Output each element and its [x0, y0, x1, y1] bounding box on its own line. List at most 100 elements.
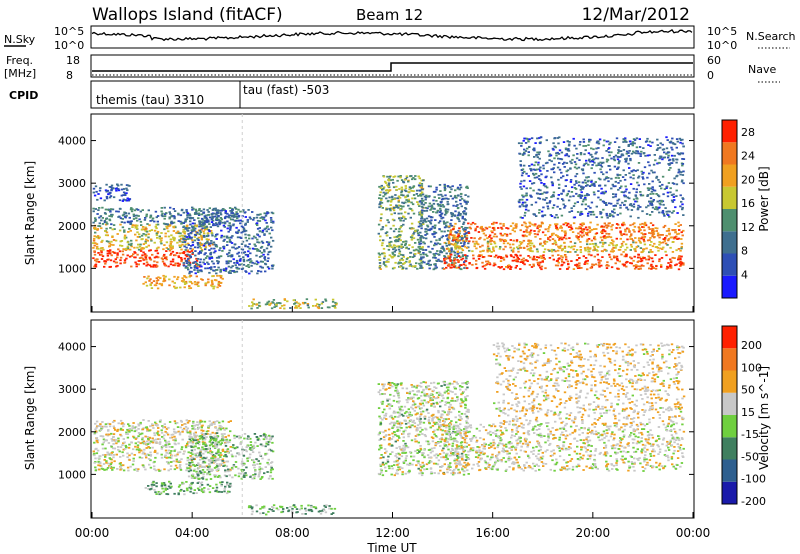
echo-cell — [227, 451, 230, 454]
echo-cell — [127, 212, 131, 215]
echo-cell — [163, 215, 167, 217]
echo-cell — [144, 281, 147, 284]
echo-cell — [549, 235, 552, 238]
echo-cell — [194, 250, 197, 252]
echo-cell — [390, 240, 393, 243]
echo-cell — [597, 177, 601, 180]
echo-cell — [680, 231, 683, 234]
echo-cell — [646, 194, 650, 196]
echo-cell — [298, 303, 302, 306]
echo-cell — [682, 182, 685, 185]
echo-cell — [209, 452, 212, 455]
echo-cell — [160, 284, 164, 287]
echo-cell — [602, 243, 605, 245]
echo-cell — [468, 262, 471, 264]
echo-cell — [213, 279, 217, 281]
echo-cell — [628, 150, 631, 152]
echo-cell — [630, 233, 633, 236]
echo-cell — [386, 191, 389, 194]
echo-cell — [120, 221, 124, 223]
echo-cell — [493, 229, 496, 231]
echo-cell — [185, 210, 188, 213]
echo-cell — [505, 255, 508, 258]
echo-cell — [682, 170, 685, 173]
echo-cell — [401, 201, 404, 204]
echo-cell — [610, 202, 613, 205]
echo-cell — [524, 150, 528, 152]
echo-cell — [612, 246, 615, 249]
echo-cell — [565, 258, 568, 261]
echo-cell — [449, 253, 453, 256]
echo-cell — [561, 260, 564, 263]
echo-cell — [229, 227, 232, 229]
echo-cell — [149, 258, 153, 261]
echo-cell — [217, 266, 220, 269]
echo-cell — [397, 255, 400, 258]
echo-cell — [152, 264, 155, 266]
echo-cell — [522, 185, 526, 188]
echo-cell — [455, 256, 458, 259]
echo-cell — [388, 208, 392, 210]
echo-cell — [649, 202, 652, 205]
echo-cell — [225, 235, 229, 238]
echo-cell — [670, 199, 674, 202]
echo-cell — [538, 137, 541, 139]
echo-cell — [554, 250, 557, 253]
echo-cell — [585, 194, 589, 197]
echo-cell — [193, 236, 196, 238]
echo-cell — [543, 243, 547, 245]
echo-cell — [460, 238, 463, 241]
echo-cell — [170, 436, 174, 439]
echo-cell — [623, 223, 626, 226]
echo-cell — [570, 226, 573, 229]
colorbar-tick-label: 24 — [741, 150, 755, 163]
echo-cell — [400, 179, 404, 181]
echo-cell — [648, 187, 652, 190]
echo-cell — [135, 227, 139, 230]
echo-cell — [573, 187, 577, 189]
echo-cell — [538, 178, 541, 180]
echo-cell — [457, 239, 460, 242]
echo-cell — [113, 419, 116, 422]
echo-cell — [573, 216, 577, 219]
echo-cell — [594, 181, 597, 183]
echo-cell — [179, 467, 182, 470]
echo-cell — [632, 150, 635, 153]
echo-cell — [578, 159, 581, 161]
echo-cell — [454, 210, 457, 213]
echo-cell — [182, 262, 185, 264]
echo-cell — [296, 306, 299, 309]
echo-cell — [495, 235, 498, 238]
echo-cell — [94, 428, 97, 431]
echo-cell — [618, 187, 622, 189]
echo-cell — [635, 200, 639, 203]
echo-cell — [144, 256, 148, 259]
echo-cell — [142, 259, 145, 261]
echo-cell — [586, 184, 589, 186]
echo-cell — [629, 262, 632, 264]
echo-cell — [271, 221, 274, 224]
echo-cell — [153, 432, 156, 434]
colorbar-segment — [722, 142, 737, 165]
echo-cell — [679, 194, 682, 197]
echo-cell — [561, 256, 564, 259]
echo-cell — [119, 456, 122, 458]
echo-cell — [208, 244, 212, 247]
echo-cell — [160, 429, 163, 432]
echo-cell — [587, 152, 591, 155]
echo-cell — [465, 234, 469, 237]
echo-cell — [181, 221, 184, 224]
echo-cell — [607, 264, 610, 267]
echo-cell — [138, 236, 141, 238]
echo-cell — [261, 260, 264, 263]
echo-cell — [224, 268, 228, 271]
echo-cell — [671, 211, 674, 214]
echo-cell — [126, 254, 129, 257]
echo-cell — [558, 149, 562, 152]
echo-cell — [219, 425, 222, 427]
echo-cell — [381, 207, 384, 209]
echo-cell — [378, 262, 382, 264]
echo-cell — [548, 224, 552, 226]
echo-cell — [600, 165, 604, 168]
echo-cell — [163, 262, 166, 265]
